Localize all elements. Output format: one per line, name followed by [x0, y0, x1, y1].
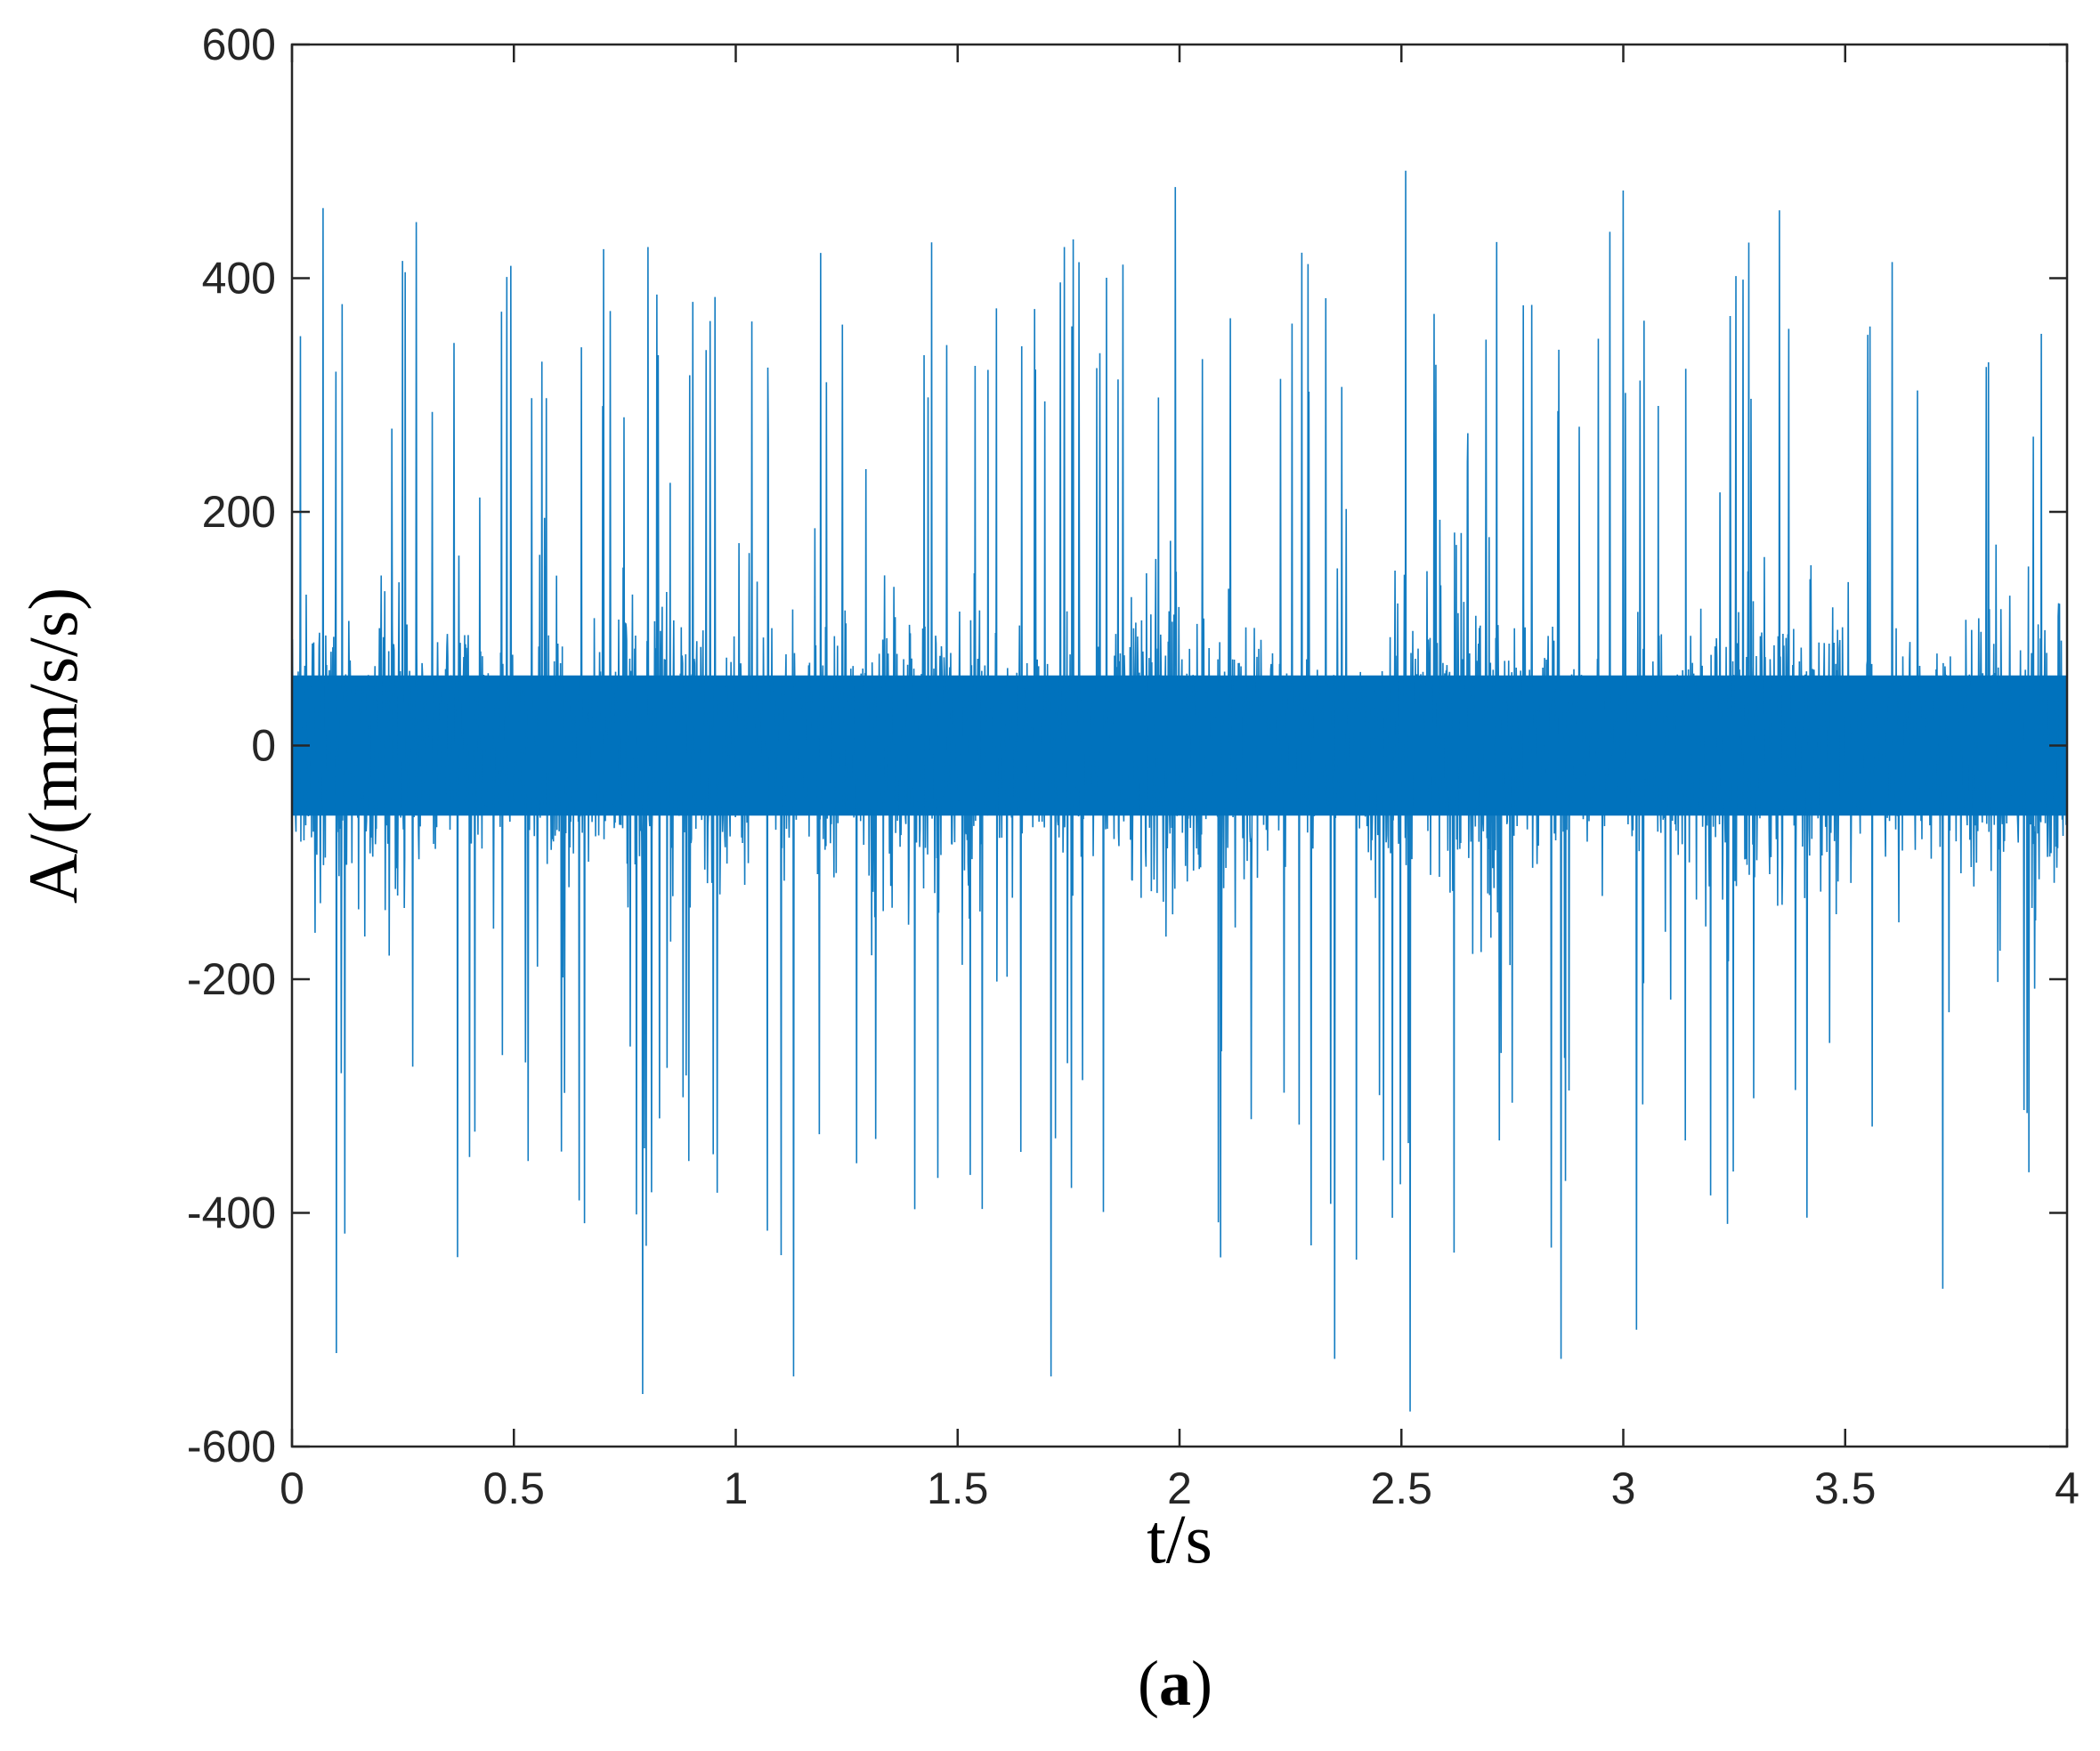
x-axis-ticks: 0 0.5 1 1.5 2 2.5 3 3.5 4 [280, 45, 2080, 1513]
y-tick-label: -400 [187, 1188, 276, 1238]
x-axis-label: t/s [1147, 1500, 1212, 1577]
x-tick-label: 1.5 [927, 1463, 989, 1513]
y-tick-label: -200 [187, 954, 276, 1004]
y-axis-label: A/(mm/s/s) [14, 588, 92, 904]
x-tick-label: 1 [724, 1463, 749, 1513]
y-tick-label: 400 [202, 254, 276, 304]
y-tick-label: -600 [187, 1422, 276, 1471]
x-tick-label: 3.5 [1814, 1463, 1877, 1513]
x-tick-label: 0.5 [482, 1463, 545, 1513]
x-tick-label: 0 [280, 1463, 304, 1513]
panel-label: (a) [1138, 1648, 1212, 1719]
plot-area [290, 43, 2069, 1448]
x-tick-label: 3 [1611, 1463, 1636, 1513]
x-tick-label: 2 [1167, 1463, 1192, 1513]
y-tick-label: 0 [251, 721, 276, 771]
y-tick-label: 600 [202, 20, 276, 69]
x-tick-label: 2.5 [1370, 1463, 1432, 1513]
signal-series [291, 170, 2068, 1412]
y-axis-ticks: -600 -400 -200 0 200 400 600 [187, 20, 2067, 1471]
y-tick-label: 200 [202, 487, 276, 537]
signal-line [291, 170, 2068, 1412]
x-tick-label: 4 [2055, 1463, 2080, 1513]
